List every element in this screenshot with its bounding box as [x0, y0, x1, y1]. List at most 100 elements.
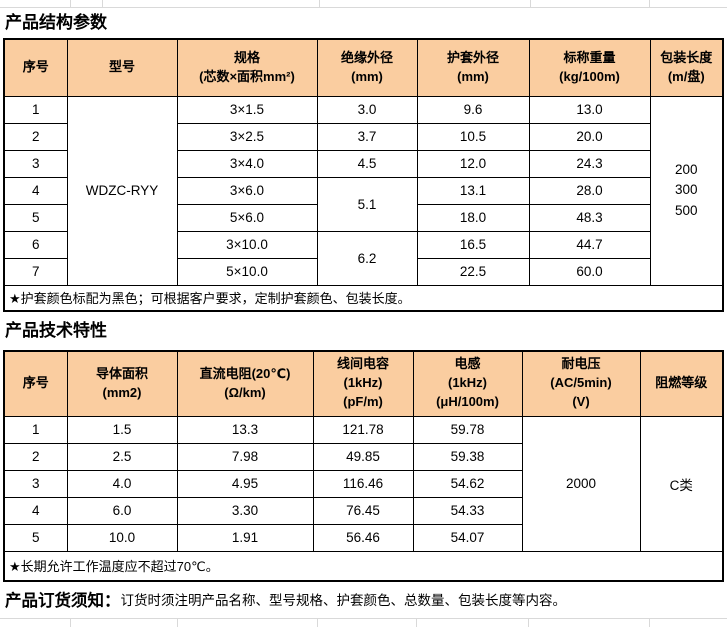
cell-weight: 13.0 — [528, 95, 651, 124]
gridline — [528, 618, 529, 627]
cell-sheath: 18.0 — [416, 203, 530, 232]
gridline — [0, 618, 727, 619]
gridline — [649, 618, 650, 627]
cell-res: 4.95 — [176, 469, 314, 498]
col-header-model: 型号 — [66, 38, 178, 97]
cell-no: 7 — [3, 257, 68, 286]
ordering-notice-label: 产品订货须知： — [5, 592, 121, 610]
col-header-sheath: 护套外径 (mm) — [416, 38, 530, 97]
cell-spec: 5×6.0 — [176, 203, 318, 232]
cell-ins: 3.7 — [316, 122, 418, 151]
col-header-seq: 序号 — [3, 38, 68, 97]
table-row: 2 2.5 7.98 49.85 59.38 — [3, 442, 723, 471]
cell-sheath: 16.5 — [416, 230, 530, 259]
cell-packing: 200 300 500 — [649, 95, 724, 286]
cell-no: 1 — [3, 95, 68, 124]
col-header-resistance: 直流电阻(20℃) (Ω/km) — [176, 350, 314, 417]
gridline — [102, 0, 103, 8]
cell-area: 4.0 — [66, 469, 178, 498]
cell-cap: 76.45 — [312, 496, 414, 525]
cell-res: 7.98 — [176, 442, 314, 471]
col-header-packing: 包装长度 (m/盘) — [649, 38, 724, 97]
cell-spec: 3×2.5 — [176, 122, 318, 151]
cell-no: 2 — [3, 122, 68, 151]
cell-ins: 4.5 — [316, 149, 418, 178]
col-header-seq: 序号 — [3, 350, 68, 417]
cell-weight: 44.7 — [528, 230, 651, 259]
cell-no: 6 — [3, 230, 68, 259]
table-row: 3 3×4.0 4.5 12.0 24.3 — [3, 149, 723, 178]
col-header-capacitance: 线间电容 (1kHz) (pF/m) — [312, 350, 414, 417]
cell-model: WDZC-RYY — [66, 95, 178, 286]
cell-area: 6.0 — [66, 496, 178, 525]
cell-ind: 54.33 — [412, 496, 523, 525]
gridline — [530, 0, 531, 8]
cell-no: 1 — [3, 415, 68, 444]
table-row: 1 WDZC-RYY 3×1.5 3.0 9.6 13.0 200 300 50… — [3, 95, 724, 286]
table-row: 6 3×10.0 6.2 16.5 44.7 — [3, 230, 723, 286]
cell-spec: 5×10.0 — [176, 257, 318, 286]
table-row: 4 6.0 3.30 76.45 54.33 — [3, 496, 723, 525]
cell-no: 5 — [3, 203, 68, 232]
ordering-notice: 产品订货须知： 订货时须注明产品名称、型号规格、护套颜色、总数量、包装长度等内容… — [0, 580, 727, 618]
cell-cap: 49.85 — [312, 442, 414, 471]
cell-voltage: 2000 — [521, 415, 641, 552]
gridline — [317, 618, 318, 627]
cell-weight: 28.0 — [528, 176, 651, 205]
cell-spec: 3×6.0 — [176, 176, 318, 205]
gridline — [319, 0, 320, 8]
cell-area: 1.5 — [66, 415, 178, 444]
gridline — [70, 0, 71, 8]
cell-cap: 116.46 — [312, 469, 414, 498]
cell-sheath: 22.5 — [416, 257, 530, 286]
structure-table: 序号 型号 规格 (芯数×面积mm²) 绝缘外径 (mm) 护套外径 (mm) … — [3, 38, 724, 312]
table-row: 3 4.0 4.95 116.46 54.62 — [3, 469, 723, 498]
cell-no: 3 — [3, 149, 68, 178]
table-row: 7 5×10.0 22.5 60.0 — [3, 257, 723, 286]
cell-sheath: 9.6 — [416, 95, 530, 124]
temperature-note: ★长期允许工作温度应不超过70℃。 — [3, 550, 724, 582]
cell-no: 4 — [3, 176, 68, 205]
note-row: ★长期允许工作温度应不超过70℃。 — [3, 550, 724, 582]
col-header-inductance: 电感 (1kHz) (μH/100m) — [412, 350, 523, 417]
gridline — [0, 7, 727, 8]
cell-weight: 20.0 — [528, 122, 651, 151]
cell-flame: C类 — [639, 415, 724, 552]
cell-ins: 5.1 — [316, 176, 418, 232]
cell-sheath: 13.1 — [416, 176, 530, 205]
cell-spec: 3×1.5 — [176, 95, 318, 124]
col-header-flame: 阻燃等级 — [639, 350, 724, 417]
cell-weight: 60.0 — [528, 257, 651, 286]
cell-weight: 24.3 — [528, 149, 651, 178]
ordering-notice-text: 订货时须注明产品名称、型号规格、护套颜色、总数量、包装长度等内容。 — [120, 593, 567, 608]
cell-ind: 54.62 — [412, 469, 523, 498]
cell-ind: 59.78 — [412, 415, 523, 444]
col-header-voltage: 耐电压 (AC/5min) (V) — [521, 350, 641, 417]
section2-title: 产品技术特性 — [5, 321, 107, 340]
note-row: ★护套颜色标配为黑色；可根据客户要求，定制护套颜色、包装长度。 — [3, 284, 724, 312]
cell-res: 3.30 — [176, 496, 314, 525]
cell-spec: 3×10.0 — [176, 230, 318, 259]
col-header-spec: 规格 (芯数×面积mm²) — [176, 38, 318, 97]
cell-no: 3 — [3, 469, 68, 498]
gridline — [416, 618, 417, 627]
cell-cap: 56.46 — [312, 523, 414, 552]
sheath-color-note: ★护套颜色标配为黑色；可根据客户要求，定制护套颜色、包装长度。 — [3, 284, 724, 312]
table-row: 5 5×6.0 18.0 48.3 — [3, 203, 723, 232]
cell-no: 2 — [3, 442, 68, 471]
col-header-insulation: 绝缘外径 (mm) — [316, 38, 418, 97]
cell-ins: 3.0 — [316, 95, 418, 124]
gridline — [649, 0, 650, 8]
col-header-weight: 标称重量 (kg/100m) — [528, 38, 651, 97]
gridline — [70, 618, 71, 627]
technical-header-row: 序号 导体面积 (mm2) 直流电阻(20℃) (Ω/km) 线间电容 (1kH… — [3, 350, 724, 417]
cell-cap: 121.78 — [312, 415, 414, 444]
technical-table: 序号 导体面积 (mm2) 直流电阻(20℃) (Ω/km) 线间电容 (1kH… — [3, 350, 724, 582]
structure-header-row: 序号 型号 规格 (芯数×面积mm²) 绝缘外径 (mm) 护套外径 (mm) … — [3, 38, 724, 97]
cell-ind: 54.07 — [412, 523, 523, 552]
cell-res: 1.91 — [176, 523, 314, 552]
cell-res: 13.3 — [176, 415, 314, 444]
cell-sheath: 10.5 — [416, 122, 530, 151]
cell-area: 2.5 — [66, 442, 178, 471]
